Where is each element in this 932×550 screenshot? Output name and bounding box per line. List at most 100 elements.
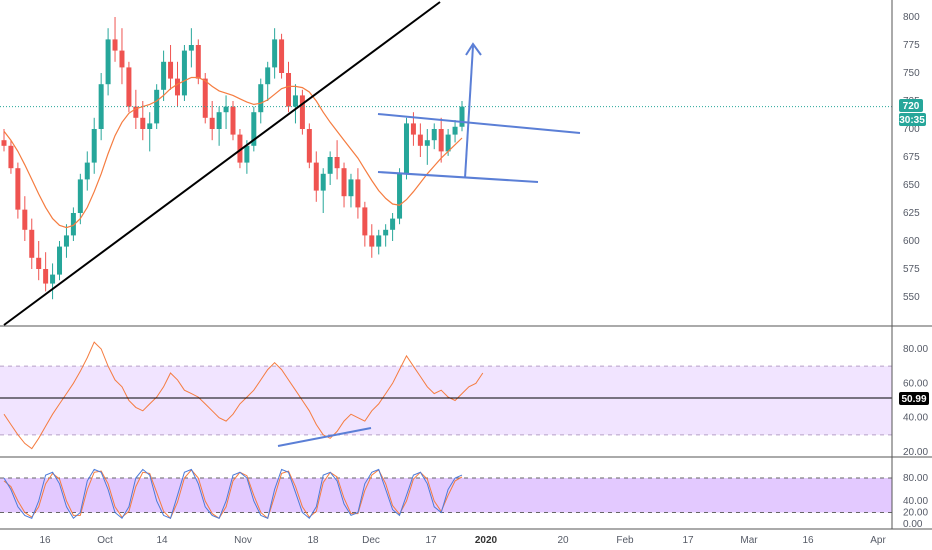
rsi-pane[interactable] bbox=[0, 341, 892, 450]
price-pane[interactable] bbox=[0, 1, 892, 326]
candle bbox=[320, 168, 326, 213]
time-tick-label: 17 bbox=[682, 535, 694, 546]
time-tick-label: Oct bbox=[97, 535, 113, 546]
candle-body bbox=[299, 95, 305, 129]
candle bbox=[8, 140, 14, 174]
candle bbox=[369, 224, 375, 258]
current-rsi-badge: 50.99 bbox=[899, 392, 929, 405]
stochastic-tick-label: 80.00 bbox=[903, 473, 928, 484]
candle-body bbox=[424, 140, 430, 146]
candle bbox=[452, 120, 458, 143]
candle bbox=[147, 112, 153, 152]
candle bbox=[334, 140, 340, 180]
candle-body bbox=[341, 168, 347, 197]
candle-body bbox=[369, 235, 375, 247]
candle bbox=[327, 151, 333, 185]
price-tick-label: 575 bbox=[903, 264, 920, 275]
candle bbox=[1, 129, 7, 152]
candle bbox=[397, 168, 403, 225]
candle bbox=[390, 213, 396, 241]
candle bbox=[362, 201, 368, 247]
candle-body bbox=[383, 229, 389, 236]
arrow-head-icon bbox=[465, 42, 482, 56]
price-tick-label: 650 bbox=[903, 180, 920, 191]
candle bbox=[251, 106, 257, 152]
candle-body bbox=[445, 134, 451, 152]
stochastic-tick-label: 20.00 bbox=[903, 508, 928, 519]
candle bbox=[403, 117, 409, 180]
candle-body bbox=[133, 106, 139, 118]
candle bbox=[63, 224, 69, 258]
candle-body bbox=[258, 84, 264, 113]
price-tick-label: 750 bbox=[903, 68, 920, 79]
candle bbox=[216, 106, 222, 146]
candle-body bbox=[417, 134, 423, 146]
candle bbox=[140, 101, 146, 141]
candle bbox=[119, 28, 125, 85]
rsi-tick-label: 20.00 bbox=[903, 447, 928, 458]
candle-body bbox=[147, 123, 153, 129]
candle bbox=[209, 101, 215, 141]
candle-body bbox=[119, 50, 125, 68]
candle-body bbox=[98, 84, 104, 129]
chart-frame bbox=[0, 0, 932, 530]
time-tick-label: Mar bbox=[740, 535, 758, 546]
candle bbox=[438, 117, 444, 163]
candle-body bbox=[63, 235, 69, 247]
price-tick-label: 550 bbox=[903, 292, 920, 303]
candle bbox=[50, 263, 56, 300]
price-tick-label: 775 bbox=[903, 40, 920, 51]
time-tick-label: Apr bbox=[870, 535, 886, 546]
rsi-tick-label: 80.00 bbox=[903, 344, 928, 355]
flag-upper-line bbox=[377, 113, 581, 134]
candle bbox=[431, 123, 437, 150]
candle bbox=[355, 168, 361, 219]
candle-body bbox=[84, 162, 90, 180]
candle bbox=[195, 39, 201, 85]
moving-average-line bbox=[3, 76, 463, 229]
candle bbox=[272, 28, 278, 79]
time-tick-label: 17 bbox=[425, 535, 437, 546]
candle bbox=[417, 123, 423, 157]
rsi-line bbox=[3, 341, 484, 450]
rsi-axis[interactable]: 80.00 60.00 40.00 20.00 bbox=[903, 344, 928, 458]
candle-body bbox=[77, 179, 83, 213]
candle-body bbox=[43, 269, 49, 284]
candle-body bbox=[1, 140, 7, 146]
candle-body bbox=[140, 117, 146, 129]
candle bbox=[15, 162, 21, 219]
candle bbox=[112, 17, 118, 62]
rsi-tick-label: 60.00 bbox=[903, 378, 928, 389]
price-axis[interactable]: 800775750725700675650625600575550 bbox=[903, 12, 920, 303]
candle-body bbox=[8, 145, 14, 169]
candle-body bbox=[438, 129, 444, 152]
time-tick-label: 14 bbox=[156, 535, 168, 546]
candle bbox=[223, 95, 229, 129]
candle-body bbox=[112, 39, 118, 51]
candle-body bbox=[320, 173, 326, 191]
price-tick-label: 625 bbox=[903, 208, 920, 219]
stochastic-pane[interactable] bbox=[0, 468, 892, 520]
candle-body bbox=[223, 106, 229, 113]
candle-body bbox=[306, 129, 312, 163]
candle-body bbox=[292, 95, 298, 107]
current-price-badge: 720 30:35 bbox=[899, 99, 926, 126]
candle-body bbox=[459, 106, 465, 127]
candle bbox=[188, 28, 194, 68]
time-tick-label: 16 bbox=[39, 535, 51, 546]
time-axis[interactable]: 16 Oct 14 Nov 18 Dec 17 2020 20 Feb 17 Mar 16 Apr bbox=[39, 535, 886, 546]
candle-body bbox=[355, 179, 361, 208]
current-rsi-label: 50.99 bbox=[901, 394, 926, 405]
candle-body bbox=[22, 209, 28, 230]
price-tick-label: 800 bbox=[903, 12, 920, 23]
candle bbox=[299, 89, 305, 135]
candle bbox=[341, 162, 347, 208]
candle-body bbox=[91, 129, 97, 163]
candle-body bbox=[390, 218, 396, 230]
candle bbox=[84, 151, 90, 191]
candle-body bbox=[188, 45, 194, 51]
time-tick-label: 20 bbox=[557, 535, 569, 546]
candle-body bbox=[230, 106, 236, 135]
